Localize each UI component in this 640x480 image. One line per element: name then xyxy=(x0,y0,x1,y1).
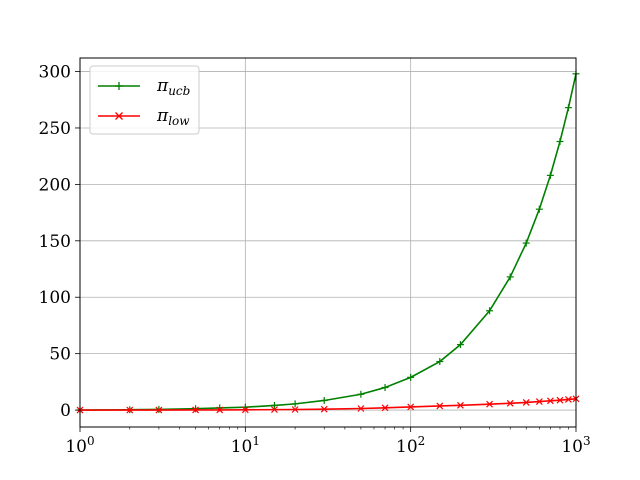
data-point-low xyxy=(192,406,199,414)
x-tick-base: 10 xyxy=(396,437,418,457)
data-point-low xyxy=(216,406,224,414)
x-tick-label: 103 xyxy=(561,434,590,457)
y-tick-label: 300 xyxy=(39,63,71,83)
legend-label-symbol: π xyxy=(156,76,169,96)
y-tick-label: 0 xyxy=(60,401,71,421)
data-point-ucb xyxy=(456,341,464,349)
data-point-ucb xyxy=(522,239,530,247)
x-tick-label: 100 xyxy=(65,434,94,457)
x-tick-exponent: 1 xyxy=(252,434,260,448)
data-point-ucb xyxy=(506,273,514,281)
x-tick-exponent: 3 xyxy=(583,434,591,448)
data-point-low xyxy=(357,405,365,412)
data-point-low xyxy=(506,399,514,407)
data-point-ucb xyxy=(320,396,328,404)
x-tick-exponent: 0 xyxy=(87,434,95,448)
data-point-low xyxy=(546,397,554,405)
data-point-ucb xyxy=(486,307,494,315)
legend-label-subscript: ucb xyxy=(168,84,190,98)
data-point-ucb xyxy=(381,384,389,392)
x-tick-base: 10 xyxy=(65,437,87,457)
data-point-low xyxy=(155,406,163,414)
legend-label-symbol: π xyxy=(156,106,169,126)
data-point-low xyxy=(320,405,328,413)
data-point-ucb xyxy=(436,358,444,366)
data-point-ucb xyxy=(291,400,299,408)
data-point-low xyxy=(407,403,415,411)
data-point-low xyxy=(486,400,493,408)
data-point-ucb xyxy=(407,373,415,381)
legend-label: πucb xyxy=(156,76,190,98)
data-point-low xyxy=(241,406,249,414)
data-point-ucb xyxy=(556,138,564,146)
data-point-low xyxy=(291,406,299,413)
data-point-ucb xyxy=(270,401,278,409)
legend-label: πlow xyxy=(156,106,190,128)
data-point-low xyxy=(556,396,564,404)
y-tick-label: 150 xyxy=(39,232,71,252)
y-tick-label: 200 xyxy=(39,175,71,195)
y-tick-label: 250 xyxy=(39,119,71,139)
data-point-low xyxy=(271,406,278,414)
legend-label-subscript: low xyxy=(168,114,190,128)
x-tick-label: 102 xyxy=(396,434,425,457)
y-tick-label: 50 xyxy=(49,345,71,365)
series-line-ucb xyxy=(79,73,577,411)
series-line-low xyxy=(79,397,577,411)
data-point-low xyxy=(522,398,530,406)
data-point-low xyxy=(436,402,444,410)
data-point-low xyxy=(126,406,134,414)
legend-entry-low: πlow xyxy=(98,106,190,128)
data-point-low xyxy=(565,396,572,403)
legend-entry-ucb: πucb xyxy=(98,76,190,98)
x-tick-base: 10 xyxy=(231,437,253,457)
data-point-ucb xyxy=(357,390,365,398)
data-point-ucb xyxy=(192,405,200,413)
x-tick-base: 10 xyxy=(561,437,583,457)
y-tick-label: 100 xyxy=(39,288,71,308)
axes-frame xyxy=(79,57,577,428)
x-tick-label: 101 xyxy=(231,434,260,457)
data-point-low xyxy=(535,398,543,406)
data-point-ucb xyxy=(535,205,543,213)
data-point-low xyxy=(381,404,389,412)
data-point-ucb xyxy=(546,171,554,179)
x-tick-exponent: 2 xyxy=(418,434,426,448)
data-point-low xyxy=(457,401,464,409)
data-point-ucb xyxy=(564,104,572,112)
